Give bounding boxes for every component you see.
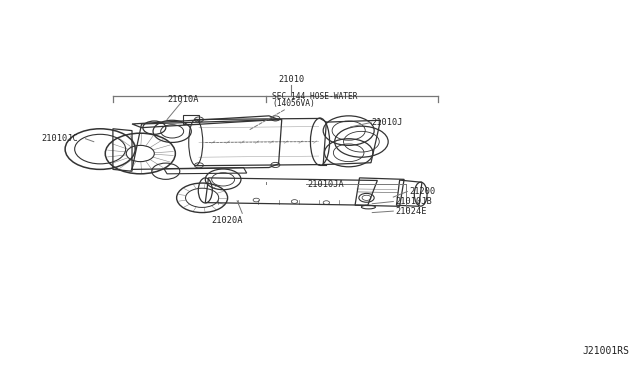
Text: SEC.144 HOSE-WATER: SEC.144 HOSE-WATER [272, 92, 358, 101]
Text: 21010J: 21010J [371, 118, 403, 127]
Text: 21010JC: 21010JC [41, 134, 77, 143]
Text: (14056VA): (14056VA) [272, 99, 315, 108]
Text: 21010JB: 21010JB [395, 197, 432, 206]
Text: 21020A: 21020A [212, 216, 243, 225]
Text: J21001RS: J21001RS [582, 346, 629, 356]
Text: 21024E: 21024E [395, 206, 427, 216]
Text: 21010: 21010 [278, 76, 305, 84]
Text: 21010A: 21010A [167, 95, 198, 104]
Text: 21010JA: 21010JA [307, 180, 344, 189]
Text: 21200: 21200 [409, 187, 435, 196]
